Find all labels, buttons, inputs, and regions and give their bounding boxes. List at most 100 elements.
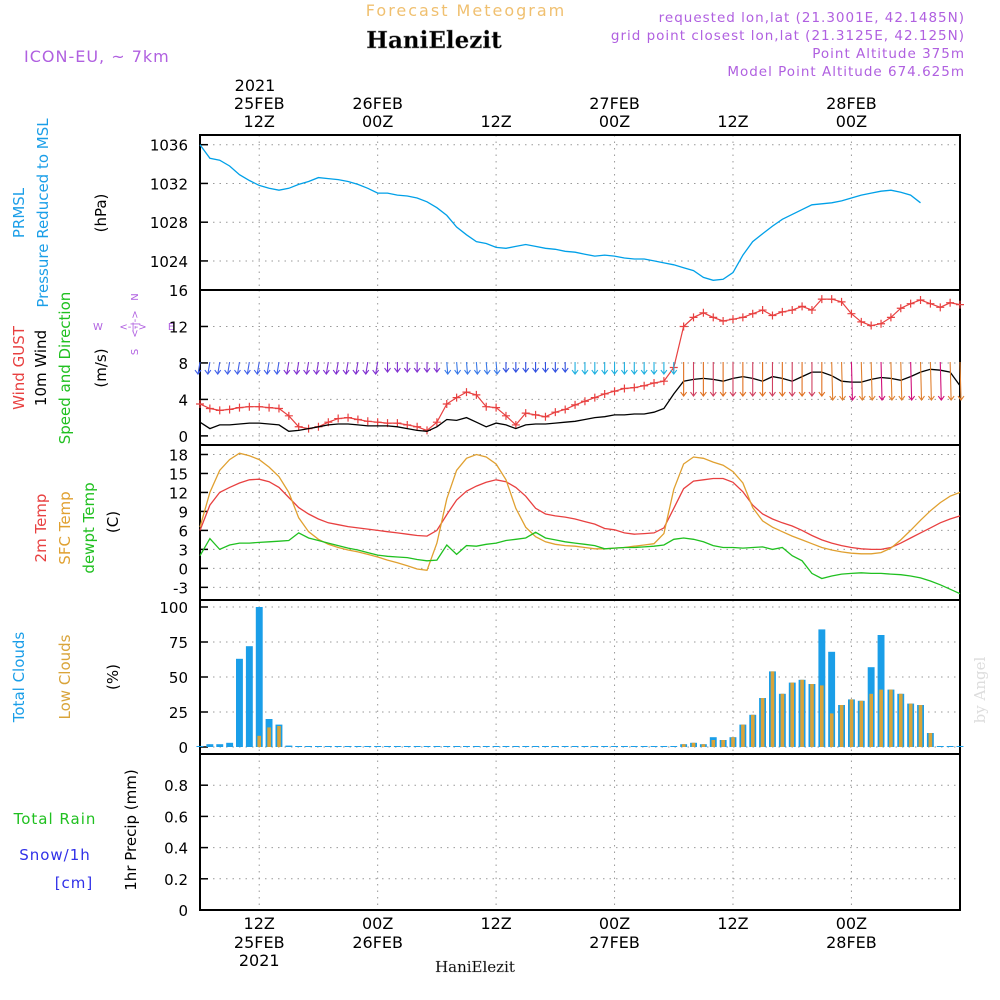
low-cloud-bar: [741, 724, 745, 747]
wind-direction-arrow: [759, 362, 767, 397]
gust-marker: [462, 388, 471, 397]
temp2m-label: 2m Temp: [32, 494, 50, 563]
precip-unit-label: 1hr Precip (mm): [122, 769, 140, 890]
low-cloud-bar: [879, 689, 883, 747]
compass-south: S: [130, 349, 141, 355]
gust-marker: [344, 413, 353, 422]
low-cloud-bar: [691, 742, 696, 747]
gust-marker: [541, 412, 550, 421]
total-cloud-bar: [324, 746, 332, 747]
gust-marker: [738, 313, 747, 322]
total-cloud-bar: [344, 746, 352, 747]
wind-direction-arrow: [214, 361, 222, 375]
wind-direction-arrow: [384, 362, 391, 373]
bottom-hour-label: 12Z: [244, 914, 275, 933]
wind-direction-arrow: [234, 361, 241, 375]
total-cloud-bar: [206, 744, 214, 747]
total-cloud-bar: [285, 745, 293, 747]
gust-marker: [650, 379, 659, 387]
wind-direction-arrow: [927, 362, 935, 401]
gust-marker: [699, 308, 708, 317]
wind-direction-arrow: [937, 362, 945, 401]
wind-direction-arrow: [423, 362, 431, 373]
y-tick-label: 0.2: [164, 871, 188, 889]
gust-marker: [906, 299, 915, 308]
gust-marker: [886, 313, 895, 322]
wind-direction-arrow: [829, 362, 837, 401]
grid-point-coords: grid point closest lon,lat (21.3125E, 42…: [611, 28, 965, 44]
low-cloud-bar: [800, 679, 804, 747]
gust-marker: [561, 405, 570, 414]
location-title: HaniElezit: [366, 27, 502, 54]
y-tick-label: 0.8: [164, 777, 188, 795]
total-cloud-bar: [956, 746, 964, 747]
wind-gust-label: Wind GUST: [10, 325, 28, 410]
low-cloud-bar: [869, 693, 873, 747]
wind-direction-arrow: [630, 362, 638, 375]
bottom-date-label: 25FEB: [234, 933, 285, 952]
gust-marker: [679, 322, 688, 331]
wind-direction-arrow: [957, 362, 965, 401]
compass-rose: N S <-|-> W <-|-> E: [93, 293, 174, 355]
total-cloud-bar: [542, 746, 549, 747]
total-rain-label: Total Rain: [13, 810, 97, 828]
gust-marker: [531, 410, 540, 419]
total-cloud-bar: [196, 746, 204, 747]
y-tick-label: 8: [178, 355, 188, 373]
gust-marker: [778, 307, 787, 316]
y-tick-label: -3: [173, 579, 188, 597]
bottom-hour-label: 00Z: [362, 914, 393, 933]
total-cloud-bar: [650, 746, 658, 747]
wind-direction-arrow: [483, 361, 491, 375]
wind-direction-arrow: [542, 362, 549, 373]
gust-marker: [610, 387, 619, 396]
gust-marker: [748, 309, 757, 318]
top-hour-label: 00Z: [599, 112, 630, 131]
wind-direction-arrow: [293, 361, 301, 375]
top-date-label: 28FEB: [826, 94, 877, 113]
gust-marker: [936, 303, 945, 312]
gust-marker: [580, 397, 589, 406]
y-tick-label: 100: [159, 599, 188, 617]
y-tick-label: 9: [178, 503, 188, 521]
gust-marker: [274, 404, 283, 413]
wind-direction-arrow: [561, 362, 569, 373]
total-cloud-bar: [393, 746, 401, 747]
gust-marker: [659, 377, 668, 386]
y-tick-label: 0.6: [164, 808, 188, 826]
total-cloud-bar: [433, 746, 441, 747]
compass-west: W: [93, 322, 103, 333]
wind-direction-arrow: [253, 361, 261, 375]
pressure-msl-label: Pressure Reduced to MSL: [34, 118, 52, 308]
wind-direction-arrow: [493, 361, 501, 375]
wind-direction-arrow: [848, 362, 856, 401]
gust-marker: [294, 422, 303, 431]
wind-direction-arrow: [640, 362, 648, 375]
point-altitude: Point Altitude 375m: [812, 46, 965, 62]
gust-marker: [956, 300, 964, 309]
wind-line: [199, 368, 961, 432]
total-cloud-bar: [354, 746, 362, 747]
wind-direction-arrow: [719, 362, 727, 397]
wind-direction-arrow: [868, 362, 876, 401]
wind-direction-arrow: [858, 362, 866, 401]
y-tick-label: 0: [178, 739, 188, 757]
gust-marker: [728, 315, 737, 324]
sfc-temp-line: [199, 452, 961, 572]
gust-marker: [452, 393, 461, 402]
total-cloud-bar: [216, 744, 224, 747]
low-cloud-bar: [780, 693, 785, 747]
low-cloud-bar: [820, 685, 824, 747]
total-cloud-bar: [621, 746, 628, 747]
top-hour-label: 00Z: [836, 112, 867, 131]
bottom-hour-label: 12Z: [717, 914, 748, 933]
gust-marker: [758, 306, 767, 315]
low-cloud-bar: [711, 740, 716, 747]
total-cloud-bar: [571, 746, 579, 747]
gust-marker: [798, 302, 807, 311]
wind-direction-arrow: [601, 362, 609, 375]
sfc-temp-label: SFC Temp: [56, 491, 74, 564]
gust-marker: [432, 418, 441, 427]
gust-marker: [255, 402, 264, 411]
gust-marker: [926, 299, 935, 308]
